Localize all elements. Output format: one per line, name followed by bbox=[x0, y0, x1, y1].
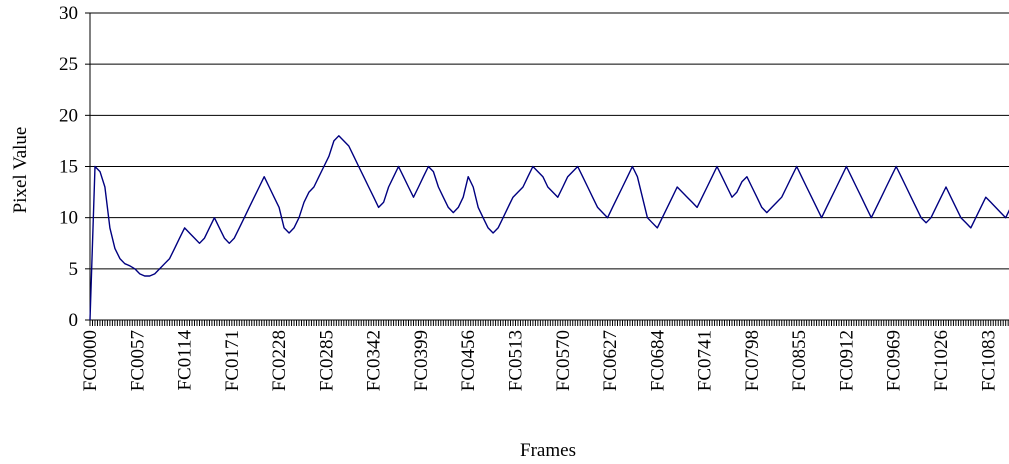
y-tick-label: 10 bbox=[59, 208, 78, 229]
series-area bbox=[89, 135, 1009, 321]
x-tick-label: FC0912 bbox=[836, 330, 857, 391]
y-tick-label: 0 bbox=[69, 310, 79, 331]
x-axis-label: Frames bbox=[520, 440, 576, 461]
y-tick-label: 20 bbox=[59, 105, 78, 126]
x-tick-label: FC0114 bbox=[175, 330, 196, 391]
x-tick-label: FC0741 bbox=[695, 330, 716, 391]
x-tick-label: FC0969 bbox=[884, 330, 905, 391]
y-tick-label: 15 bbox=[59, 157, 78, 178]
x-tick-label: FC0399 bbox=[411, 330, 432, 391]
gridlines bbox=[90, 12, 1009, 270]
x-tick-label: FC0570 bbox=[553, 330, 574, 391]
x-tick-label: FC0171 bbox=[222, 330, 243, 391]
x-tick-label: FC0057 bbox=[127, 330, 148, 391]
x-tick-label: FC0855 bbox=[789, 330, 810, 391]
x-tick-label: FC0285 bbox=[316, 330, 337, 391]
y-tick-label: 5 bbox=[69, 259, 79, 280]
series-line bbox=[89, 135, 1009, 321]
y-tick-label: 25 bbox=[59, 54, 78, 75]
x-tick-label: FC0627 bbox=[600, 330, 621, 391]
x-tick-label: FC0684 bbox=[647, 330, 668, 392]
y-axis-label: Pixel Value bbox=[10, 127, 31, 214]
x-tick-label: FC0456 bbox=[458, 330, 479, 391]
y-axis: 0 5 10 15 20 25 30 bbox=[59, 3, 91, 331]
x-tick-label: FC0342 bbox=[364, 330, 385, 391]
x-tick-label: FC1083 bbox=[978, 330, 999, 391]
x-tick-label: FC1026 bbox=[931, 330, 952, 391]
x-tick-label: FC0798 bbox=[742, 330, 763, 391]
x-axis: FC0000 FC0057 FC0114 FC0171 FC0228 FC0285 FC03… bbox=[80, 319, 1009, 392]
y-tick-label: 30 bbox=[59, 3, 78, 24]
x-tick-label: FC0228 bbox=[269, 330, 290, 391]
x-tick-label: FC0513 bbox=[505, 330, 526, 391]
x-tick-label: FC0000 bbox=[80, 330, 101, 391]
